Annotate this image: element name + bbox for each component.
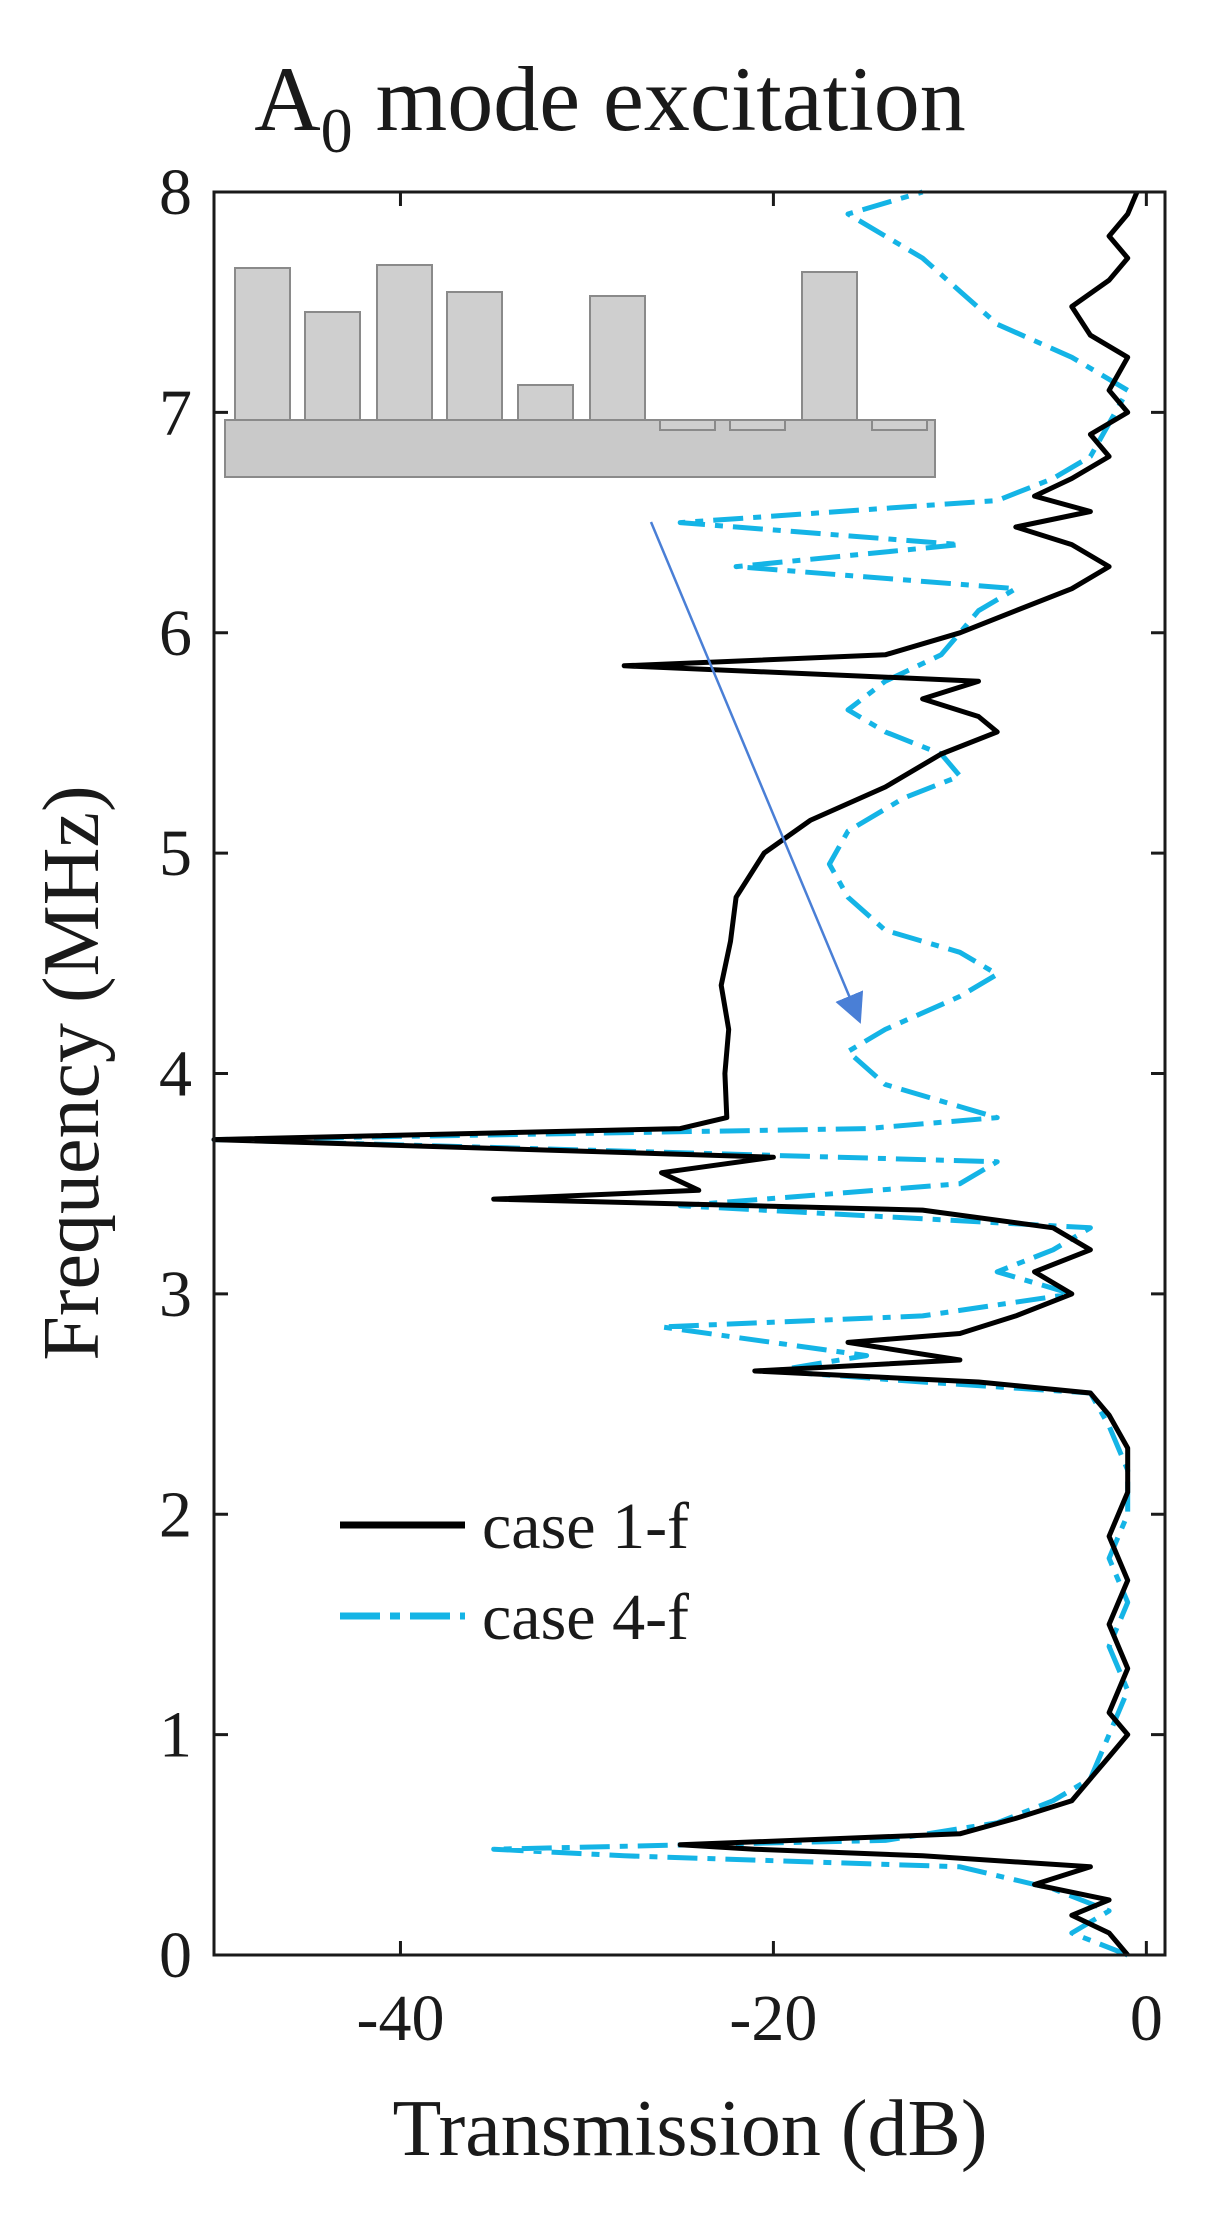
trend-arrow <box>649 521 864 1024</box>
x-tick-label: 0 <box>1130 1982 1163 2055</box>
legend-label-case4: case 4-f <box>482 1581 689 1654</box>
y-tick-label: 2 <box>159 1478 192 1551</box>
y-tick-label: 4 <box>159 1038 192 1111</box>
x-tick-label: -20 <box>729 1982 817 2055</box>
trend-arrow-line <box>649 521 864 1024</box>
y-tick-label: 6 <box>159 597 192 670</box>
inset-pillar <box>376 264 433 421</box>
y-axis-label: Frequency (MHz) <box>28 785 116 1360</box>
x-tick-label: -40 <box>356 1982 444 2055</box>
y-tick-label: 5 <box>159 817 192 890</box>
title-subscript: 0 <box>321 95 353 166</box>
inset-pillar <box>304 311 361 421</box>
legend-label-case1: case 1-f <box>482 1490 689 1563</box>
inset-structure <box>224 264 936 478</box>
series-layer <box>211 189 1140 1958</box>
legend: case 1-f case 4-f <box>340 1490 689 1654</box>
inset-pillar <box>659 419 716 431</box>
chart-title: A0 mode excitation <box>254 48 966 166</box>
inset-pillar <box>234 267 291 421</box>
y-tick-label: 0 <box>159 1919 192 1992</box>
inset-pillar <box>729 419 786 431</box>
inset-pillar <box>871 419 928 431</box>
y-tick-label: 7 <box>159 376 192 449</box>
title-rest: mode excitation <box>353 48 966 150</box>
y-tick-label: 3 <box>159 1258 192 1331</box>
series-line-case1 <box>211 191 1140 1957</box>
inset-pillar <box>517 384 574 421</box>
x-axis-ticks: -40 -20 0 <box>356 192 1163 2055</box>
series-line-case4 <box>211 189 1131 1958</box>
x-axis-label: Transmission (dB) <box>393 2085 988 2173</box>
inset-pillar <box>446 291 503 421</box>
y-tick-label: 1 <box>159 1699 192 1772</box>
title-main: A <box>254 48 320 150</box>
inset-base <box>224 419 936 478</box>
y-axis-ticks: 0 1 2 3 4 5 6 7 8 <box>159 156 1165 1992</box>
inset-pillar <box>589 295 646 421</box>
inset-pillar <box>801 271 858 421</box>
y-tick-label: 8 <box>159 156 192 229</box>
